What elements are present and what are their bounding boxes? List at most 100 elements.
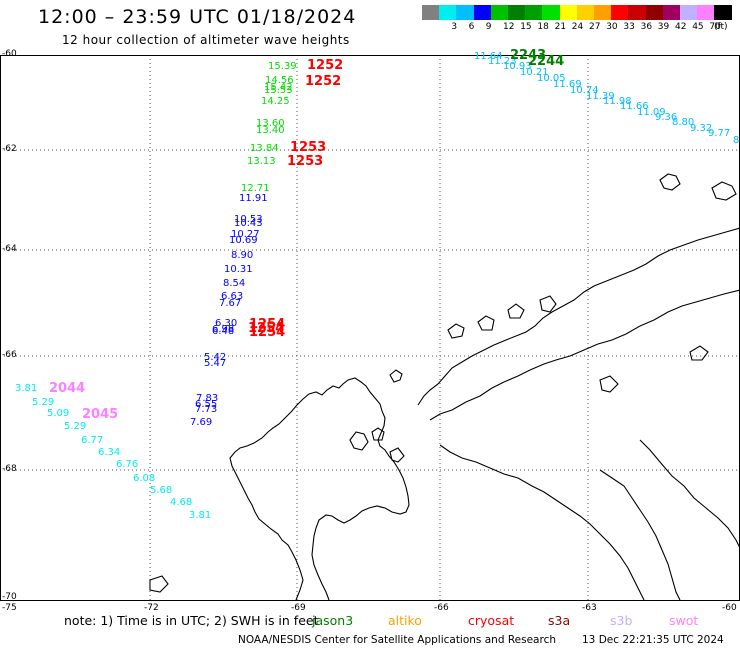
- pass-time-label: 1254: [248, 321, 285, 336]
- wave-height-value: 13.13: [247, 156, 276, 167]
- wave-height-value: 6.55: [195, 399, 218, 410]
- colorbar-swatch: [439, 5, 457, 20]
- wave-height-value: 7.83: [196, 393, 219, 404]
- coastline: [149, 173, 740, 601]
- satellite-legend-entry: altiko: [388, 613, 422, 628]
- longitude-label: -63: [582, 603, 597, 613]
- wave-height-value: 10.31: [224, 264, 253, 275]
- colorbar-tick-label: 27: [589, 22, 601, 32]
- wave-height-value: 5.09: [47, 408, 70, 419]
- wave-height-value: 6.63: [221, 291, 244, 302]
- colorbar-swatch: [508, 5, 526, 20]
- pass-time-label: 1253: [287, 154, 324, 169]
- wave-height-value: 14.25: [261, 96, 290, 107]
- island-d: [371, 427, 385, 441]
- colorbar-unit: (ft): [714, 22, 728, 32]
- colorbar-tick-label: 70: [709, 22, 721, 32]
- wave-height-value: 7.67: [219, 298, 242, 309]
- colorbar-swatch: [714, 5, 732, 20]
- island-h: [507, 303, 525, 319]
- wave-height-value: 10.43: [234, 218, 263, 229]
- wave-height-value: 15.39: [268, 61, 297, 72]
- colorbar-swatch: [628, 5, 646, 20]
- longitude-label: -75: [2, 603, 17, 613]
- colorbar-swatch: [473, 5, 491, 20]
- wave-height-value: 11.64: [474, 51, 503, 62]
- colorbar-tick-label: 36: [640, 22, 653, 32]
- ice-shelf-coast: [439, 444, 645, 601]
- island-m: [599, 375, 619, 393]
- wave-height-value: 5.29: [64, 421, 87, 432]
- pass-time-label: 2244: [528, 54, 565, 69]
- wave-height-value: 12.71: [241, 183, 270, 194]
- lat-lon-grid: [0, 55, 740, 600]
- wave-height-value: 5.68: [150, 485, 173, 496]
- wave-height-value: 13.60: [256, 118, 285, 129]
- colorbar-swatch: [542, 5, 560, 20]
- latitude-label: -68: [2, 464, 17, 474]
- pass-time-label: 2243: [510, 48, 547, 63]
- eastern-coast: [639, 439, 740, 549]
- wave-height-value: 6.30: [215, 318, 238, 329]
- latitude-label: -64: [2, 244, 17, 254]
- colorbar-tick-label: 30: [606, 22, 618, 32]
- wave-height-value: 6.76: [116, 459, 139, 470]
- wave-height-value: 8: [733, 135, 740, 146]
- wave-height-value: 6.08: [133, 473, 156, 484]
- colorbar-tick-label: 9: [485, 22, 492, 32]
- pass-time-label: 1253: [290, 140, 327, 155]
- generated-timestamp: 13 Dec 22:21:35 UTC 2024: [582, 634, 724, 646]
- colorbar-tick-label: 12: [503, 22, 515, 32]
- island-g: [477, 315, 495, 331]
- wave-height-value: 8.90: [231, 250, 254, 261]
- colorbar-tick-label: 24: [571, 22, 584, 32]
- pass-time-label: 2045: [82, 407, 119, 422]
- latitude-label: -70: [2, 592, 17, 602]
- footer-note: note: 1) Time is in UTC; 2) SWH is in fe…: [64, 613, 319, 628]
- credit-line: NOAA/NESDIS Center for Satellite Applica…: [238, 634, 556, 646]
- latitude-label: -60: [2, 49, 17, 59]
- wave-height-value: 14.56: [265, 75, 294, 86]
- wave-height-value: 7.69: [190, 417, 213, 428]
- pass-time-label: 1254: [249, 325, 286, 340]
- colorbar-swatch: [594, 5, 612, 20]
- island-b: [711, 181, 737, 201]
- wave-height-value: 10.27: [231, 229, 260, 240]
- colorbar-swatch: [680, 5, 698, 20]
- satellite-legend-entry: s3a: [548, 613, 571, 628]
- wave-height-value: 11.98: [603, 96, 632, 107]
- wave-height-value: 6.77: [81, 435, 104, 446]
- wave-height-value: 8.54: [223, 278, 246, 289]
- colorbar-swatch: [645, 5, 663, 20]
- island-l: [689, 345, 709, 361]
- wave-height-value: 10.74: [570, 85, 599, 96]
- map-frame: [0, 55, 740, 601]
- longitude-label: -72: [144, 603, 159, 613]
- wave-height-value: 11.09: [637, 107, 666, 118]
- wave-height-value: 10.93: [503, 61, 532, 72]
- wave-height-value: 3.81: [15, 383, 38, 394]
- pass-time-label: 1254: [249, 317, 286, 332]
- wave-height-value: 9.32: [690, 123, 713, 134]
- wave-height-value: 5.47: [204, 358, 227, 369]
- wave-height-value: 10.53: [234, 214, 263, 225]
- satellite-legend-entry: s3b: [610, 613, 633, 628]
- wave-height-value: 3.81: [189, 510, 212, 521]
- colorbar-swatch: [525, 5, 543, 20]
- wave-height-value: 6.34: [98, 447, 121, 458]
- map-title: 12:00 – 23:59 UTC 01/18/2024: [38, 6, 357, 28]
- wave-height-value: 11.91: [239, 193, 268, 204]
- wave-height-value: 10.21: [520, 67, 549, 78]
- wave-height-value: 6.48: [212, 326, 235, 337]
- colorbar-tick-label: 21: [554, 22, 567, 32]
- pass-time-label: 2044: [49, 381, 86, 396]
- wave-height-value: 15.42: [264, 82, 293, 93]
- wave-height-value: 13.84: [250, 143, 279, 154]
- island-k: [149, 575, 169, 593]
- wave-height-value: 15.53: [264, 85, 293, 96]
- wave-height-value: 4.68: [170, 497, 193, 508]
- colorbar-swatch: [576, 5, 594, 20]
- wave-height-value: 11.39: [586, 91, 615, 102]
- satellite-legend-entry: swot: [669, 613, 699, 628]
- wave-height-value: 5.42: [204, 352, 227, 363]
